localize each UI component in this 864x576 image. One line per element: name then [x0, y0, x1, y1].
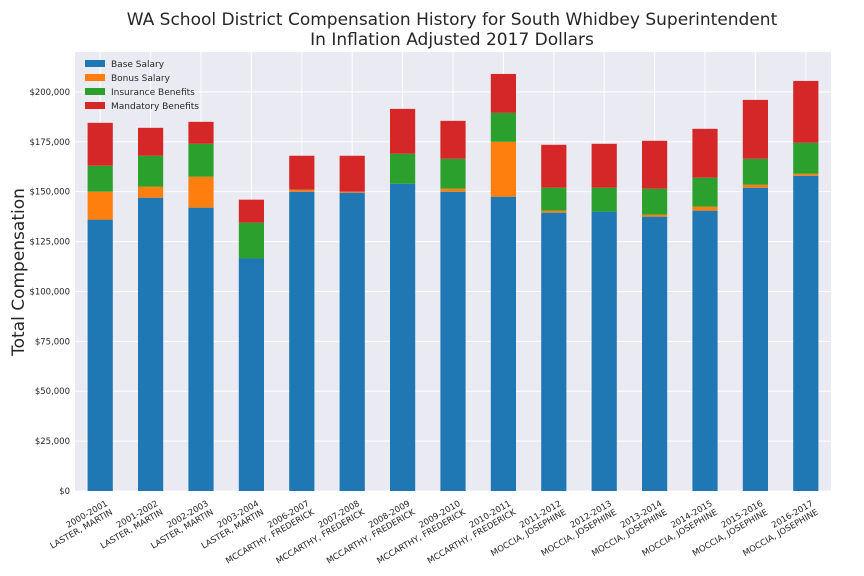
bar-segment — [238, 258, 264, 491]
bar-segment — [238, 199, 264, 223]
bar-segment — [692, 206, 718, 211]
bar-segment — [138, 186, 164, 198]
bar-segment — [440, 158, 466, 189]
bar-segment — [339, 192, 365, 491]
y-tick-label: $175,000 — [29, 138, 70, 148]
y-tick-label: $75,000 — [35, 337, 70, 347]
bar-segment — [742, 158, 768, 185]
y-tick-labels: $0 $25,000 $50,000 $75,000 $100,000 $125,000 $… — [29, 88, 70, 497]
y-tick-label: $50,000 — [35, 387, 70, 397]
bar-segment — [541, 212, 567, 491]
bar-segment — [440, 120, 466, 159]
bars — [87, 73, 819, 492]
bar-segment — [188, 207, 214, 492]
legend-swatch — [85, 74, 105, 81]
legend: Base Salary Bonus Salary Insurance Benefit… — [85, 60, 199, 112]
legend-label: Base Salary — [111, 60, 165, 70]
bar-segment — [793, 173, 819, 176]
legend-swatch — [85, 60, 105, 67]
y-tick-label: $150,000 — [29, 188, 70, 198]
bar-segment — [339, 155, 365, 192]
bar-segment — [188, 143, 214, 177]
bar-segment — [339, 191, 365, 193]
bar-segment — [692, 177, 718, 207]
chart-title: WA School District Compensation History … — [127, 10, 778, 30]
legend-label: Mandatory Benefits — [111, 102, 199, 112]
bar-segment — [289, 191, 315, 491]
bar-segment — [490, 73, 516, 113]
bar-segment — [692, 210, 718, 491]
bar-segment — [188, 176, 214, 208]
y-tick-label: $0 — [59, 487, 70, 497]
bar-segment — [490, 196, 516, 491]
bar-segment — [490, 141, 516, 197]
bar-segment — [87, 219, 113, 492]
y-axis-label: Total Compensation — [9, 188, 29, 357]
bar-segment — [793, 142, 819, 174]
bar-segment — [390, 108, 416, 154]
legend-label: Bonus Salary — [111, 74, 171, 84]
bar-segment — [440, 191, 466, 491]
legend-label: Insurance Benefits — [111, 88, 195, 98]
bar-segment — [289, 155, 315, 190]
bar-segment — [541, 210, 567, 213]
bar-segment — [238, 222, 264, 259]
bar-segment — [188, 121, 214, 144]
bar-segment — [289, 189, 315, 192]
bar-segment — [591, 143, 617, 188]
y-tick-label: $100,000 — [29, 287, 70, 297]
bar-segment — [87, 191, 113, 220]
bar-segment — [742, 99, 768, 159]
bar-segment — [642, 140, 668, 189]
bar-segment — [138, 127, 164, 156]
bar-segment — [138, 155, 164, 187]
legend-swatch — [85, 102, 105, 109]
y-tick-label: $25,000 — [35, 437, 70, 447]
bar-segment — [742, 184, 768, 188]
bar-segment — [87, 165, 113, 192]
y-tick-label: $200,000 — [29, 88, 70, 98]
bar-segment — [390, 153, 416, 184]
bar-segment — [642, 216, 668, 491]
bar-segment — [742, 187, 768, 491]
bar-segment — [642, 214, 668, 217]
bar-segment — [591, 211, 617, 492]
bar-segment — [541, 187, 567, 211]
bar-segment — [390, 183, 416, 491]
bar-segment — [692, 128, 718, 178]
bar-segment — [793, 80, 819, 143]
bar-segment — [591, 187, 617, 212]
y-tick-label: $125,000 — [29, 238, 70, 248]
bar-segment — [490, 112, 516, 142]
bar-segment — [138, 197, 164, 491]
bar-segment — [642, 188, 668, 215]
bar-segment — [541, 144, 567, 188]
bar-segment — [87, 122, 113, 166]
bar-segment — [793, 175, 819, 491]
bar-segment — [440, 188, 466, 192]
chart-subtitle: In Inflation Adjusted 2017 Dollars — [310, 30, 594, 50]
legend-swatch — [85, 88, 105, 95]
